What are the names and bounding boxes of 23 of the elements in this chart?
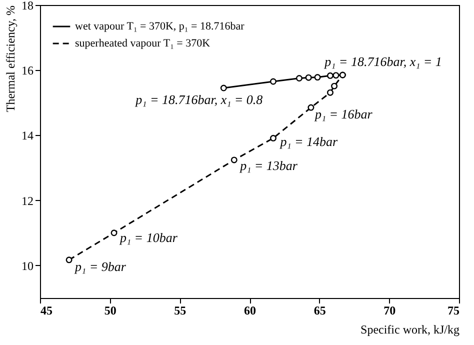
annotation: p₁ = 10bar xyxy=(119,230,178,245)
annotation: p₁ = 16bar xyxy=(314,106,374,122)
x-tick-label: 60 xyxy=(244,304,256,318)
y-tick-label: 18 xyxy=(22,0,34,12)
x-tick-label: 65 xyxy=(314,304,326,318)
y-axis-title: Thermal efficiency, % xyxy=(4,6,18,112)
x-axis-title: Specific work, kJ/kg xyxy=(360,322,460,336)
x-tick-label: 75 xyxy=(448,304,460,318)
y-tick-label: 12 xyxy=(22,194,34,208)
y-tick-label: 16 xyxy=(22,64,34,78)
x-tick-label: 45 xyxy=(40,304,52,318)
legend-label: superheated vapour T₁ = 370K xyxy=(75,38,210,50)
annotation: p₁ = 14bar xyxy=(279,134,339,150)
y-tick-label: 14 xyxy=(22,128,34,143)
legend-label: wet vapour T₁ = 370K, p₁ = 18.716bar xyxy=(75,20,245,32)
annotation: p₁ = 13bar xyxy=(239,158,298,173)
annotation: p₁ = 9bar xyxy=(74,258,127,274)
y-tick-label: 10 xyxy=(22,258,34,273)
x-tick-label: 55 xyxy=(174,304,186,318)
annotation: p₁ = 18.716bar, x₁ = 1 xyxy=(324,54,442,69)
x-tick-label: 50 xyxy=(104,304,116,318)
annotation: p₁ = 18.716bar, x₁ = 0.8 xyxy=(134,92,264,108)
x-tick-label: 70 xyxy=(384,304,396,318)
